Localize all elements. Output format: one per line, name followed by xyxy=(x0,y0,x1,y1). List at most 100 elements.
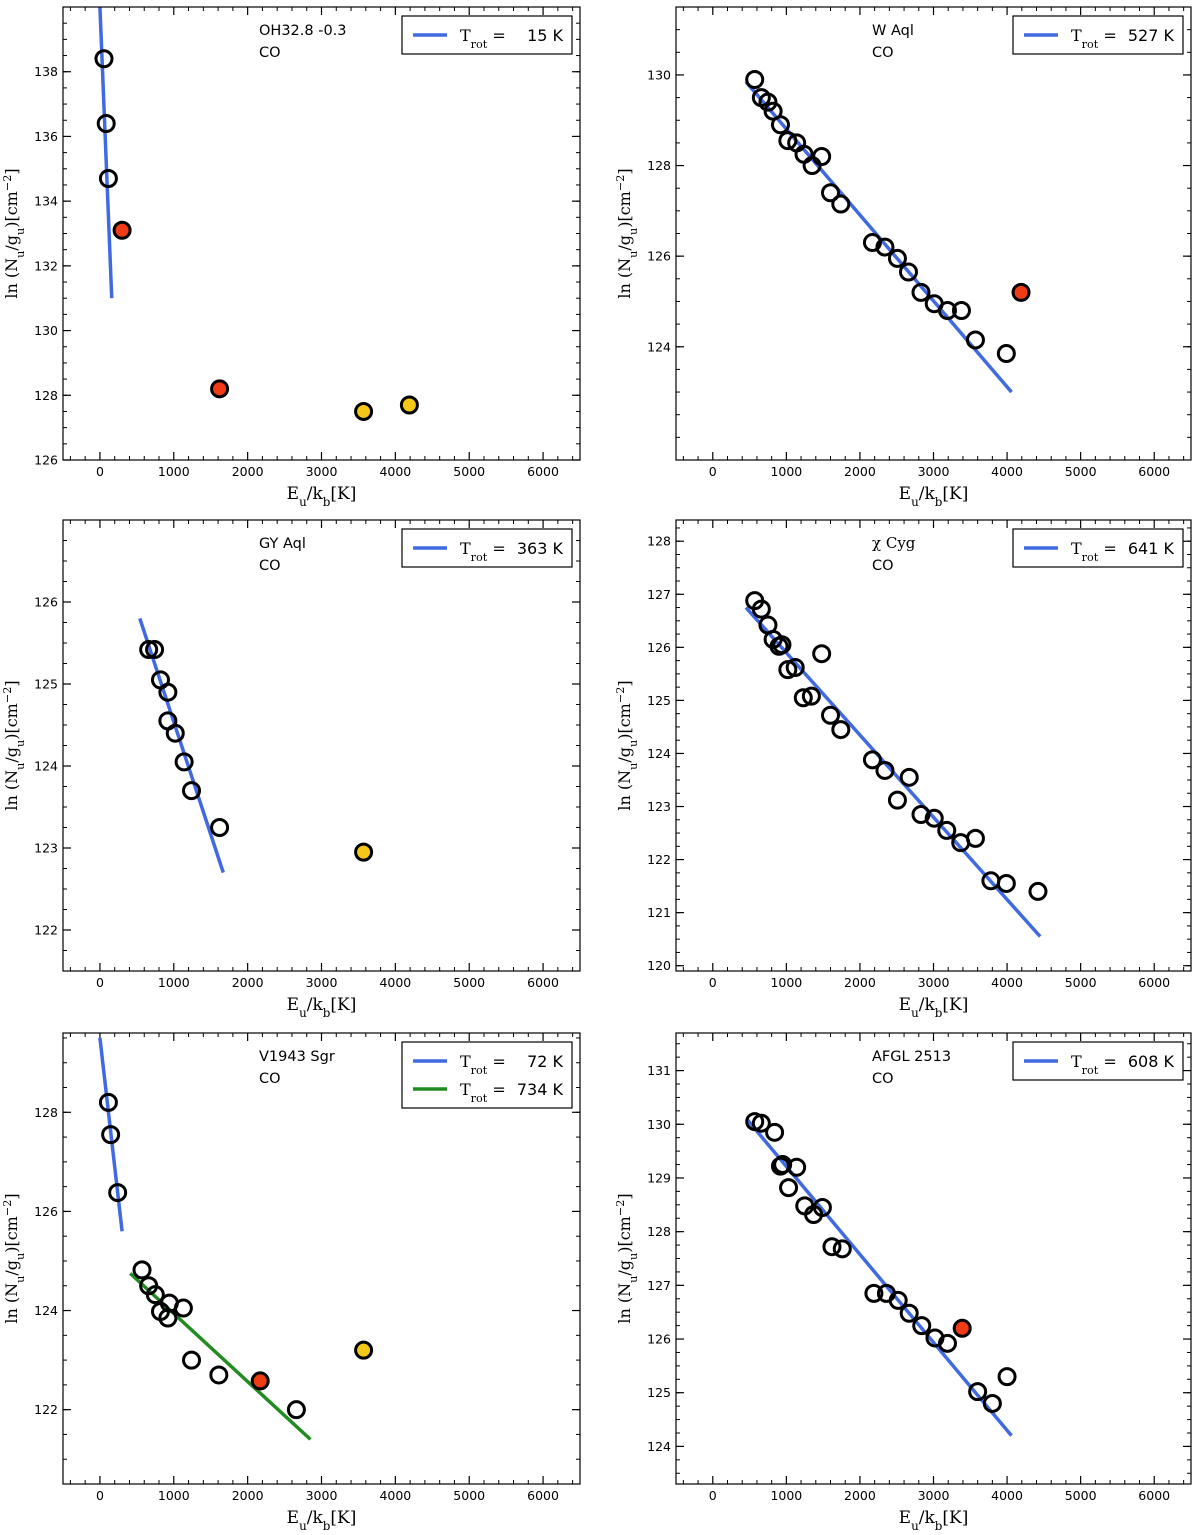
x-tick-label: 1000 xyxy=(158,1488,190,1503)
data-point xyxy=(831,194,851,214)
data-point xyxy=(751,599,771,619)
legend-label-value: 641 K xyxy=(1128,539,1175,558)
legend-label-value: 527 K xyxy=(1128,26,1175,45)
data-point xyxy=(911,804,931,824)
y-axis-label: ln (Nu/gu)[cm−2] xyxy=(1,680,27,810)
x-tick-label: 4000 xyxy=(379,464,411,479)
data-point xyxy=(996,873,1016,893)
x-tick-label: 0 xyxy=(709,975,717,990)
x-axis-label: Eu/kb[K] xyxy=(287,995,357,1020)
data-point xyxy=(745,69,765,89)
data-point xyxy=(822,1237,842,1257)
x-tick-label: 3000 xyxy=(306,975,338,990)
y-tick-label: 130 xyxy=(34,323,58,338)
x-tick-label: 2000 xyxy=(844,464,876,479)
x-tick-label: 3000 xyxy=(918,1488,950,1503)
legend: Trot = 15 K xyxy=(401,15,573,55)
y-tick-label: 125 xyxy=(34,677,58,692)
plot-frame xyxy=(62,1032,581,1485)
data-point xyxy=(831,720,851,740)
species-label: CO xyxy=(872,1071,894,1087)
x-tick-label: 2000 xyxy=(232,464,264,479)
data-point xyxy=(899,1303,919,1323)
x-tick-label: 6000 xyxy=(527,1488,559,1503)
y-tick-label: 120 xyxy=(647,958,671,973)
legend: Trot = 527 K xyxy=(1012,15,1184,55)
x-tick-label: 3000 xyxy=(306,464,338,479)
panel-title: W Aql xyxy=(872,23,914,39)
data-point xyxy=(101,1125,121,1145)
data-point xyxy=(875,760,895,780)
x-tick-label: 5000 xyxy=(453,1488,485,1503)
data-point xyxy=(965,828,985,848)
panel-title: V1943 Sgr xyxy=(259,1049,335,1065)
plot-frame xyxy=(62,6,581,461)
x-tick-label: 4000 xyxy=(379,975,411,990)
y-tick-label: 122 xyxy=(34,1402,58,1417)
y-tick-label: 126 xyxy=(34,453,58,468)
data-point xyxy=(779,1178,799,1198)
data-point xyxy=(982,1393,1002,1413)
panel-title: χ Cyg xyxy=(872,534,916,552)
x-tick-label: 3000 xyxy=(306,1488,338,1503)
y-tick-label: 127 xyxy=(647,1278,671,1293)
data-point xyxy=(887,790,907,810)
x-tick-label: 0 xyxy=(709,1488,717,1503)
y-tick-label: 126 xyxy=(647,249,671,264)
data-point xyxy=(772,635,792,655)
data-point xyxy=(912,1316,932,1336)
y-tick-label: 134 xyxy=(34,194,58,209)
x-tick-label: 3000 xyxy=(918,464,950,479)
x-tick-label: 1000 xyxy=(770,1488,802,1503)
legend: Trot = 72 K Trot = 734 K xyxy=(401,1041,573,1109)
data-point xyxy=(765,1122,785,1142)
plot-frame xyxy=(675,519,1192,972)
data-point-yellow xyxy=(354,842,374,862)
data-point xyxy=(751,1113,771,1133)
y-tick-label: 128 xyxy=(647,158,671,173)
x-tick-label: 6000 xyxy=(1138,975,1170,990)
x-tick-label: 3000 xyxy=(918,975,950,990)
data-point xyxy=(1028,881,1048,901)
x-tick-label: 5000 xyxy=(1065,1488,1097,1503)
data-point xyxy=(911,282,931,302)
y-tick-label: 126 xyxy=(34,595,58,610)
x-tick-label: 5000 xyxy=(1065,975,1097,990)
legend-label-value: 734 K xyxy=(517,1080,564,1099)
x-axis-label: Eu/kb[K] xyxy=(899,1508,969,1533)
data-point xyxy=(862,750,882,770)
y-tick-label: 138 xyxy=(34,64,58,79)
data-point xyxy=(812,1197,832,1217)
data-point xyxy=(145,1285,165,1305)
fit-line xyxy=(98,7,114,299)
y-tick-label: 125 xyxy=(647,693,671,708)
legend-box xyxy=(401,1041,573,1109)
y-tick-label: 124 xyxy=(647,1439,671,1454)
y-axis-label: ln (Nu/gu)[cm−2] xyxy=(614,680,640,810)
panel-title: GY Aql xyxy=(259,536,306,552)
y-axis-label: ln (Nu/gu)[cm−2] xyxy=(614,1193,640,1323)
legend-label-value: 363 K xyxy=(517,539,564,558)
data-point xyxy=(997,1367,1017,1387)
panel-title: OH32.8 -0.3 xyxy=(259,23,347,39)
data-point xyxy=(937,1333,957,1353)
legend: Trot = 641 K xyxy=(1012,528,1184,568)
data-point xyxy=(937,301,957,321)
data-point xyxy=(887,248,907,268)
legend: Trot = 363 K xyxy=(401,528,573,568)
data-point xyxy=(286,1400,306,1420)
data-point xyxy=(778,131,798,151)
y-axis-label: ln (Nu/gu)[cm−2] xyxy=(1,168,27,298)
species-label: CO xyxy=(259,45,281,61)
y-tick-label: 130 xyxy=(647,1117,671,1132)
x-tick-label: 6000 xyxy=(527,464,559,479)
x-tick-label: 6000 xyxy=(527,975,559,990)
y-tick-label: 128 xyxy=(34,388,58,403)
data-point-red xyxy=(952,1318,972,1338)
legend-label-value: 608 K xyxy=(1128,1052,1175,1071)
data-point xyxy=(899,767,919,787)
y-tick-label: 122 xyxy=(34,923,58,938)
y-tick-label: 126 xyxy=(647,1332,671,1347)
data-point xyxy=(158,682,178,702)
x-axis-label: Eu/kb[K] xyxy=(287,1508,357,1533)
